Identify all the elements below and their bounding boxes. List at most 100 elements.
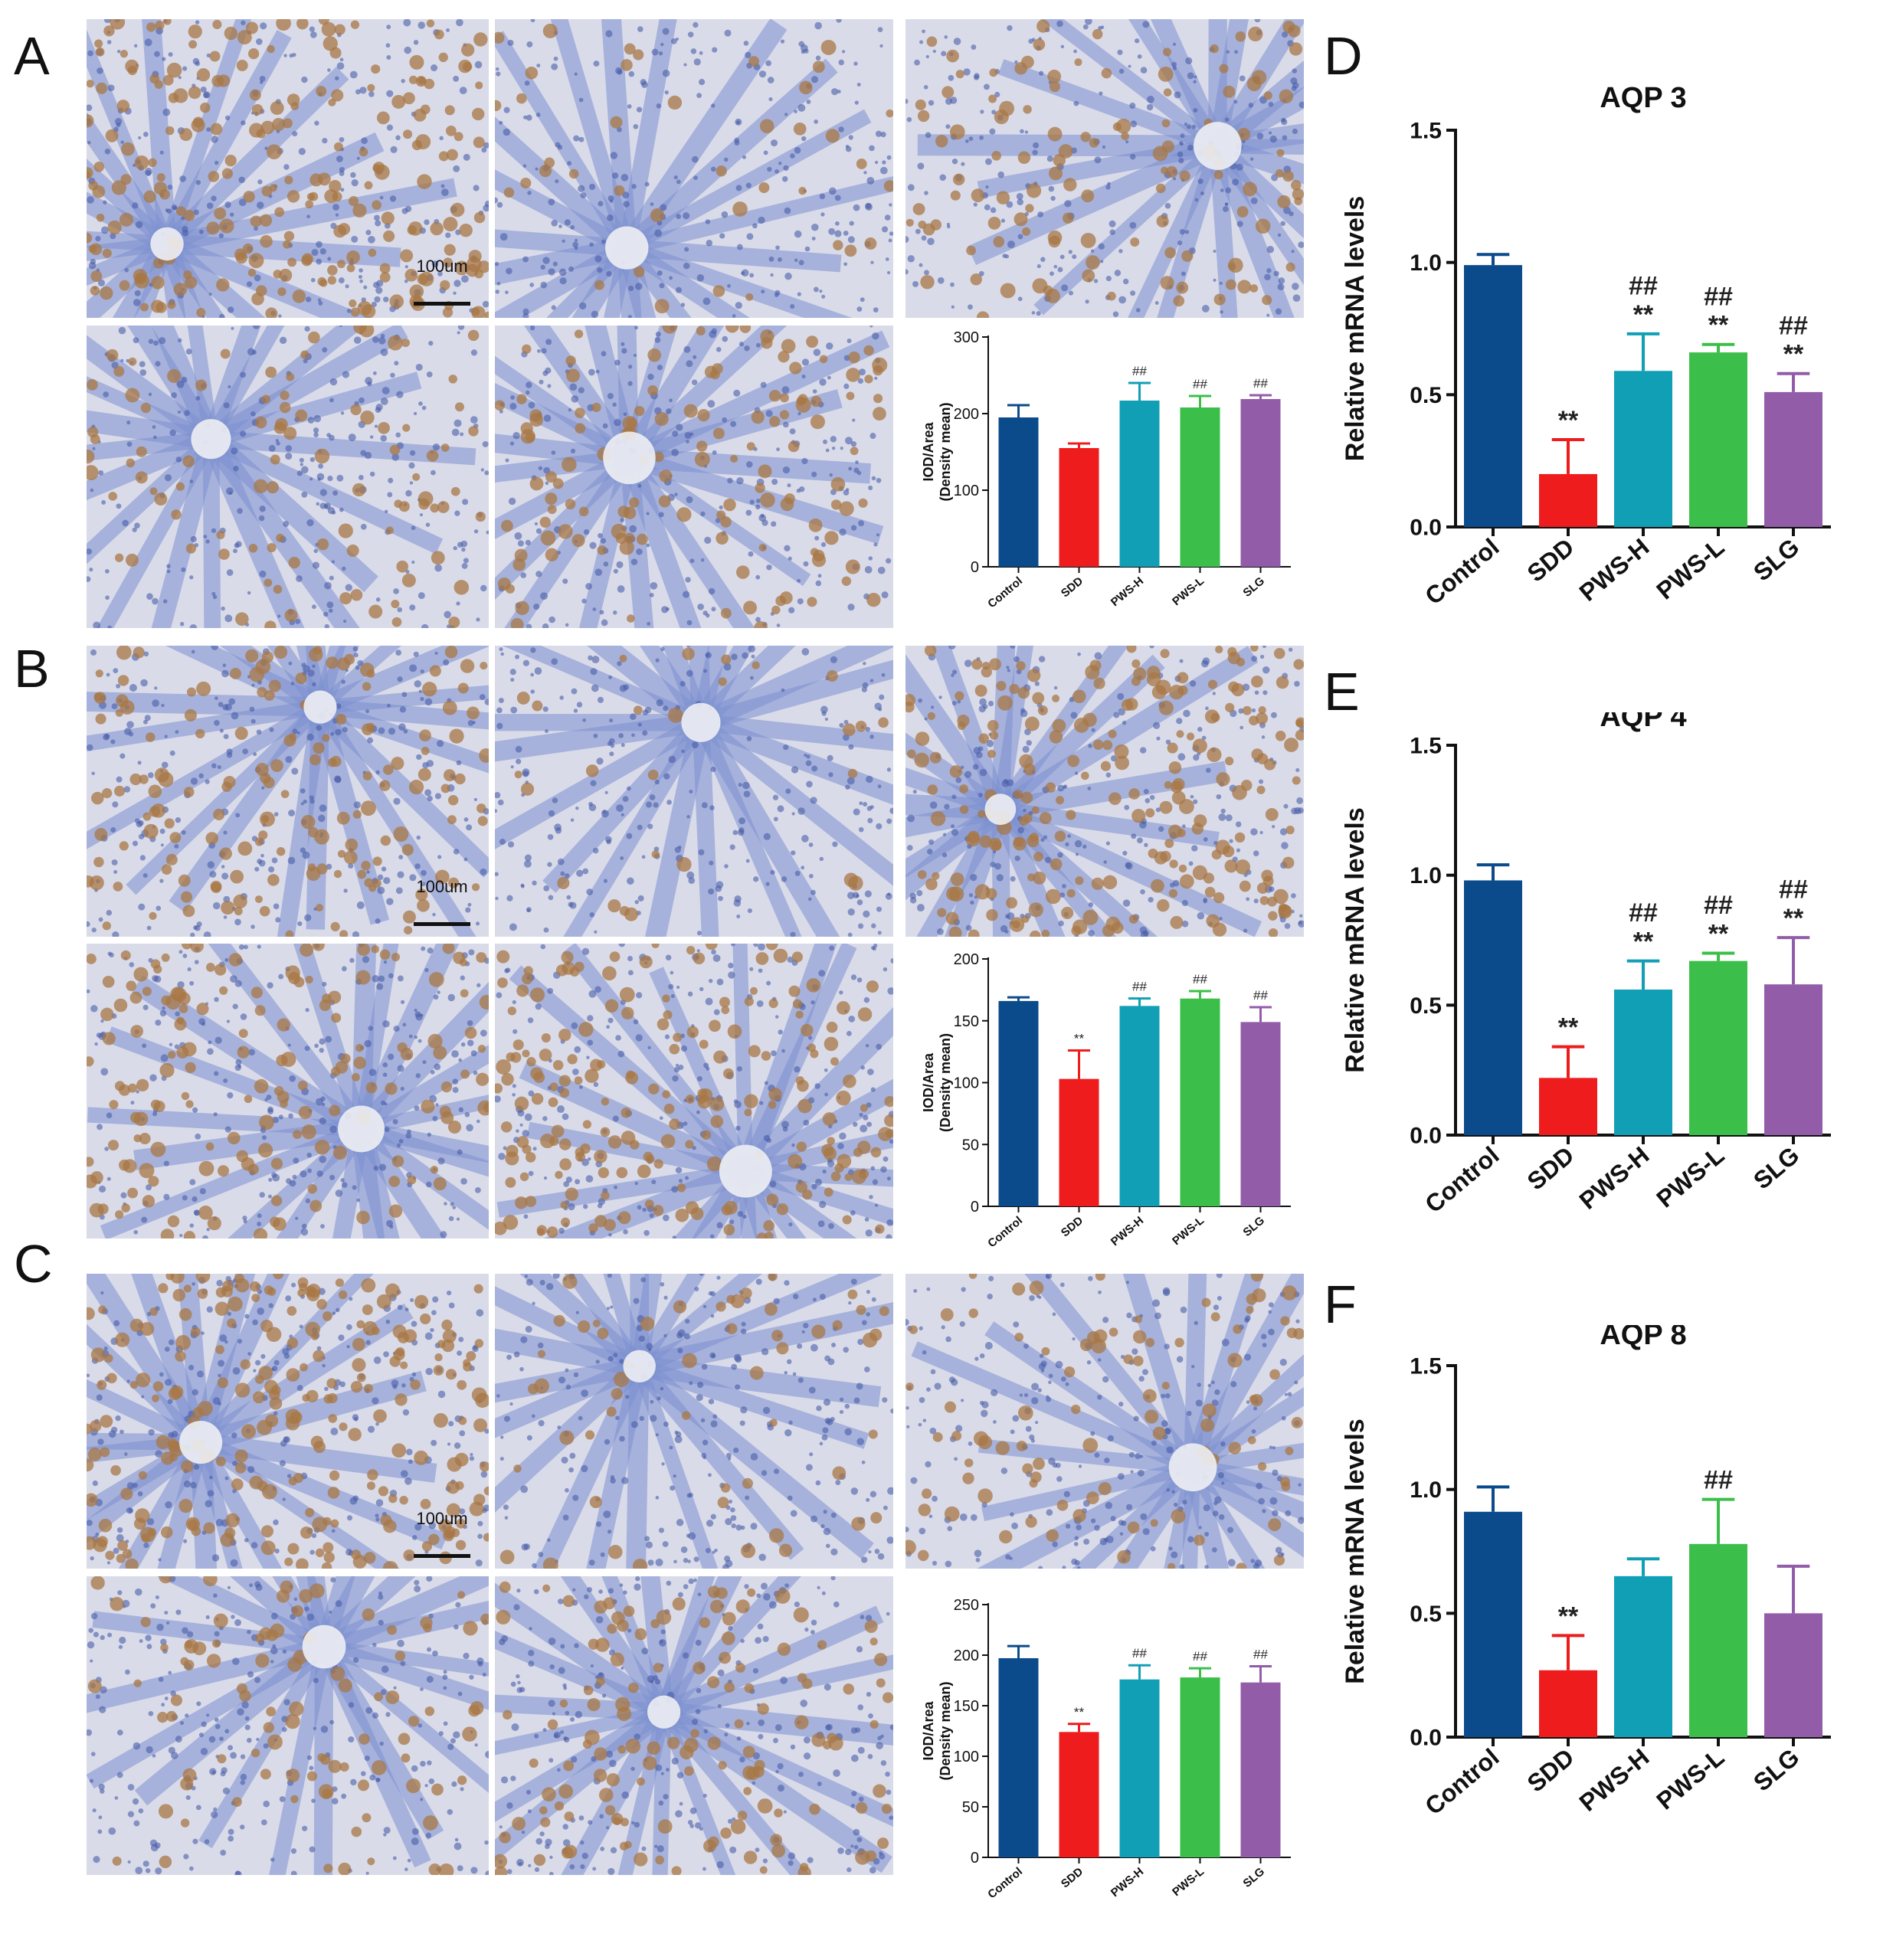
bar-pws-l xyxy=(1689,352,1747,527)
bar-slg xyxy=(1240,1682,1281,1857)
micrograph-b-sdd xyxy=(495,646,893,937)
bar-pws-l xyxy=(1180,1677,1220,1857)
bar-slg xyxy=(1764,391,1822,527)
significance-mark: ## xyxy=(1253,376,1268,391)
category-label-sdd: SDD xyxy=(1522,1743,1580,1798)
category-label-slg: SLG xyxy=(1748,533,1805,587)
scale-bar-b: 100um xyxy=(414,877,470,926)
micrograph-c-sdd xyxy=(495,1274,893,1569)
significance-mark: ## xyxy=(1132,1646,1147,1661)
bar-sdd xyxy=(1059,1732,1099,1857)
significance-mark: ** xyxy=(1708,919,1729,948)
y-tick-label: 1.5 xyxy=(1410,1354,1442,1379)
significance-mark: ** xyxy=(1558,406,1579,435)
y-tick-label: 1.5 xyxy=(1410,119,1442,144)
y-tick-label: 0.5 xyxy=(1410,383,1442,408)
micrograph-b-pws-h xyxy=(905,646,1304,937)
significance-mark: ## xyxy=(1193,972,1207,987)
panel-label-f: F xyxy=(1324,1274,1357,1334)
y-tick-label: 300 xyxy=(954,329,979,346)
bar-pws-h xyxy=(1119,1006,1160,1206)
significance-mark: ** xyxy=(1708,311,1729,340)
category-label-pws-l: PWS-L xyxy=(1170,1865,1207,1899)
bar-control xyxy=(998,1657,1039,1857)
micrograph-b-pws-l xyxy=(87,944,489,1238)
bar-pws-l xyxy=(1689,960,1747,1135)
micrograph-c-pws-l xyxy=(87,1576,489,1875)
bar-control xyxy=(1464,880,1522,1135)
category-label-slg: SLG xyxy=(1748,1141,1805,1195)
bar-pws-h xyxy=(1119,401,1160,567)
category-label-sdd: SDD xyxy=(1522,1141,1580,1196)
micrograph-a-sdd xyxy=(495,19,893,318)
significance-mark: ## xyxy=(1704,1466,1733,1495)
bar-sdd xyxy=(1059,448,1099,567)
scale-bar-label: 100um xyxy=(416,877,468,896)
category-label-slg: SLG xyxy=(1241,574,1268,600)
scale-bar-label: 100um xyxy=(416,257,468,276)
category-label-control: Control xyxy=(1420,1743,1504,1821)
bar-pws-h xyxy=(1614,989,1672,1135)
y-tick-label: 1.0 xyxy=(1410,1477,1442,1503)
significance-mark: ## xyxy=(1779,311,1808,340)
category-label-slg: SLG xyxy=(1748,1743,1805,1797)
chart-title: AQP 3 xyxy=(1600,82,1686,114)
micrograph-a-pws-l xyxy=(87,326,489,628)
panel-label-a: A xyxy=(14,26,50,86)
iod-area-chart-a: IOD/Area (Density mean) 0 100 200 300 Control S… xyxy=(921,329,1291,610)
bar-sdd xyxy=(1059,1078,1099,1206)
micrograph-a-pws-h xyxy=(905,19,1304,318)
y-axis-label: (Density mean) xyxy=(938,402,953,501)
y-axis-label: (Density mean) xyxy=(938,1681,953,1780)
micrograph-a-control xyxy=(87,19,489,318)
aqp3-mrna-chart: AQP 3 Relative mRNA levels 0.0 0.5 1.0 1.5 Con… xyxy=(1341,82,1831,610)
significance-mark: ** xyxy=(1783,340,1804,369)
chart-title: AQP 8 xyxy=(1600,1325,1686,1351)
category-label-pws-l: PWS-L xyxy=(1651,533,1729,605)
bar-slg xyxy=(1764,1613,1822,1737)
significance-mark: ## xyxy=(1704,282,1733,311)
category-label-control: Control xyxy=(985,1214,1025,1250)
bar-pws-h xyxy=(1614,1576,1672,1737)
significance-mark: ** xyxy=(1783,904,1804,933)
y-axis-label: Relative mRNA levels xyxy=(1341,1418,1370,1684)
category-label-sdd: SDD xyxy=(1059,574,1086,600)
y-tick-label: 1.0 xyxy=(1410,250,1442,276)
micrograph-c-slg xyxy=(495,1576,893,1875)
bar-slg xyxy=(1240,1022,1281,1206)
category-label-pws-l: PWS-L xyxy=(1170,574,1207,608)
y-axis-label: Relative mRNA levels xyxy=(1341,807,1370,1072)
y-tick-label: 0.0 xyxy=(1410,1124,1442,1149)
micrograph-c-control xyxy=(87,1274,489,1569)
y-tick-label: 0.5 xyxy=(1410,1602,1442,1627)
chart-title: AQP 4 xyxy=(1600,712,1686,733)
y-tick-label: 0.5 xyxy=(1410,993,1442,1019)
bar-control xyxy=(1464,1511,1522,1737)
y-tick-label: 150 xyxy=(954,1698,979,1715)
significance-mark: ## xyxy=(1704,891,1733,920)
y-axis-label: IOD/Area xyxy=(921,421,936,481)
category-label-slg: SLG xyxy=(1241,1865,1268,1890)
y-tick-label: 0.0 xyxy=(1410,515,1442,541)
bar-pws-l xyxy=(1180,998,1220,1206)
category-label-control: Control xyxy=(1420,533,1504,610)
y-tick-label: 0 xyxy=(971,1850,979,1867)
significance-mark: ## xyxy=(1253,988,1268,1003)
bar-sdd xyxy=(1539,1078,1597,1135)
y-axis-label: IOD/Area xyxy=(921,1052,936,1112)
significance-mark: ** xyxy=(1633,300,1654,329)
y-axis-label: IOD/Area xyxy=(921,1700,936,1760)
category-label-sdd: SDD xyxy=(1522,533,1580,587)
significance-mark: ## xyxy=(1132,364,1147,378)
category-label-pws-h: PWS-H xyxy=(1574,533,1655,607)
y-tick-label: 200 xyxy=(954,1648,979,1664)
y-tick-label: 50 xyxy=(962,1799,979,1816)
micrograph-b-control xyxy=(87,646,489,937)
iod-area-chart-b: IOD/Area (Density mean) 0 50 100 150 200 Contro… xyxy=(921,951,1291,1250)
micrograph-b-slg xyxy=(495,944,893,1238)
significance-mark: ** xyxy=(1633,928,1654,957)
significance-mark: ** xyxy=(1074,1705,1085,1719)
y-axis-label: Relative mRNA levels xyxy=(1341,196,1370,461)
category-label-pws-h: PWS-H xyxy=(1574,1141,1655,1215)
